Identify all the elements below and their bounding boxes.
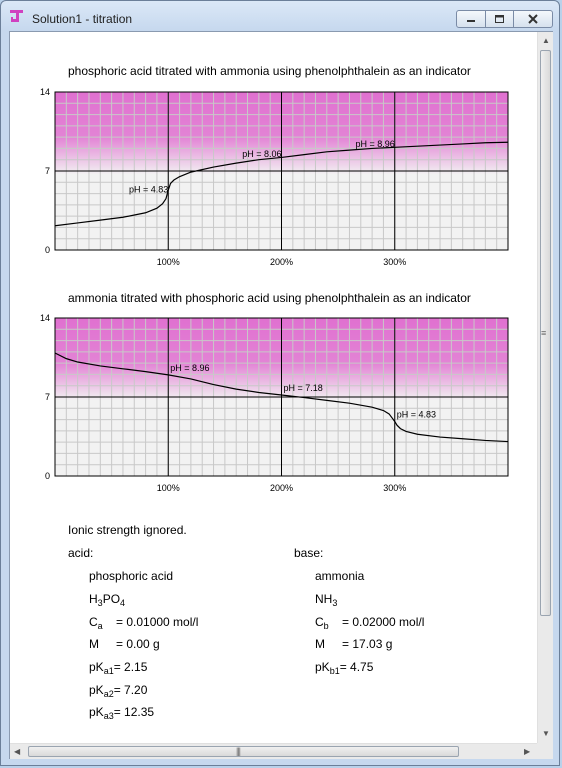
titration-curve [54,141,509,227]
x-tick-label: 300% [383,483,406,493]
scroll-right-icon[interactable]: ▶ [524,747,531,756]
close-icon [528,14,538,24]
close-button[interactable] [513,10,553,28]
acid-pka3: pKa3= 12.35 [89,705,155,721]
base-concentration-label: Cb [315,615,329,631]
acid-pka2: pKa2= 7.20 [89,683,148,699]
plot-frame [54,91,509,251]
ph-annotation: pH = 7.18 [284,383,323,393]
chart2: 0 7 14 100% 200% 300% pH = 8.96 pH = 7.18 pH = 4… [40,313,509,493]
base-pkb1: pKb1= 4.75 [315,660,374,676]
x-tick-label: 200% [270,257,293,267]
document-area: phosphoric acid titrated with ammonia us… [9,31,553,759]
acid-mass-value: = 0.00 g [116,637,160,651]
x-tick-label: 200% [270,483,293,493]
horizontal-scroll-thumb[interactable] [28,746,459,757]
vertical-scroll-thumb[interactable] [540,50,551,616]
plot-frame [54,317,509,477]
acid-concentration-label: Ca [89,615,103,631]
base-mass-label: M [315,637,325,651]
titration-curve [54,352,509,443]
x-tick-label: 300% [383,257,406,267]
chart1-title: phosphoric acid titrated with ammonia us… [68,64,471,78]
base-name: ammonia [315,569,365,583]
vertical-scrollbar[interactable]: ▲ ≡ ▼ [537,32,553,743]
y-tick-label: 0 [45,471,50,481]
base-mass-value: = 17.03 g [342,637,393,651]
y-tick-label: 7 [45,166,50,176]
ionic-strength-note: Ionic strength ignored. [68,523,187,537]
scroll-up-icon[interactable]: ▲ [542,36,550,45]
grip-icon: ||| [236,746,241,756]
acid-concentration-value: = 0.01000 mol/l [116,615,199,629]
x-tick-label: 100% [157,483,180,493]
scroll-down-icon[interactable]: ▼ [542,729,550,738]
base-formula: NH3 [315,592,338,608]
flask-icon [10,10,23,22]
ph-annotation: pH = 8.96 [170,363,209,373]
scroll-left-icon[interactable]: ◀ [14,747,21,756]
title-bar[interactable]: Solution1 - titration [1,1,559,31]
scrollbar-corner [537,743,553,759]
acid-header: acid: [68,546,94,560]
ph-annotation: pH = 8.96 [355,139,394,149]
ph-annotation: pH = 4.83 [129,184,168,194]
x-tick-label: 100% [157,257,180,267]
window-title: Solution1 - titration [32,12,133,26]
horizontal-scrollbar[interactable]: ◀ ||| ▶ [10,743,537,759]
document-content: phosphoric acid titrated with ammonia us… [10,32,537,743]
ph-annotation: pH = 4.83 [397,409,436,419]
chart2-title: ammonia titrated with phosphoric acid us… [68,291,471,305]
base-header: base: [294,546,324,560]
y-tick-label: 0 [45,245,50,255]
acid-pka1: pKa1= 2.15 [89,660,148,676]
base-concentration-value: = 0.02000 mol/l [342,615,425,629]
minimize-icon [467,20,475,22]
maximize-button[interactable] [485,10,514,28]
maximize-icon [495,15,504,23]
y-tick-label: 14 [40,313,50,323]
grip-icon: ≡ [541,328,546,338]
chart1: 0 7 14 100% 200% 300% pH = 4.83 pH = 8.06 pH = 8… [40,87,509,267]
acid-name: phosphoric acid [89,569,174,583]
y-tick-label: 14 [40,87,50,97]
acid-formula: H3PO4 [89,592,126,608]
y-tick-label: 7 [45,392,50,402]
minimize-button[interactable] [456,10,486,28]
acid-mass-label: M [89,637,99,651]
ph-annotation: pH = 8.06 [242,149,281,159]
